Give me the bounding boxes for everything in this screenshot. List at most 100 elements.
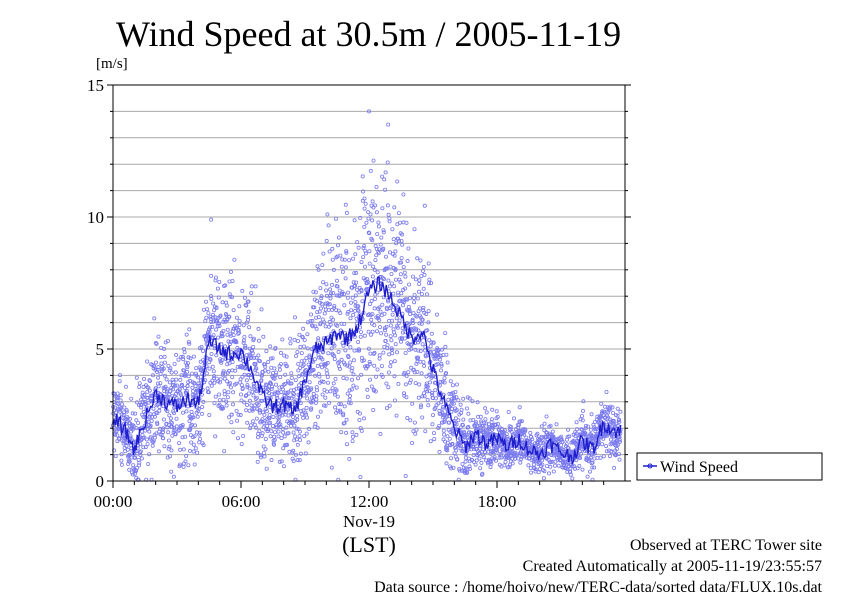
- data-point: [171, 380, 176, 385]
- data-point: [254, 416, 259, 421]
- data-point: [221, 328, 226, 333]
- data-point: [186, 339, 191, 344]
- data-point: [299, 372, 304, 377]
- data-point: [272, 430, 277, 435]
- data-point: [312, 357, 317, 362]
- data-point: [348, 345, 353, 350]
- data-point: [170, 387, 175, 392]
- data-point: [433, 388, 438, 393]
- data-point: [372, 323, 377, 328]
- data-point: [336, 349, 341, 354]
- data-point: [444, 352, 449, 357]
- data-point: [617, 438, 622, 443]
- data-point: [272, 366, 277, 371]
- data-point: [154, 369, 159, 374]
- data-point: [187, 327, 192, 332]
- data-point: [115, 391, 120, 396]
- data-point: [310, 318, 315, 323]
- data-point: [234, 408, 239, 413]
- data-point: [461, 429, 466, 434]
- data-point: [493, 422, 498, 427]
- data-point: [180, 354, 185, 359]
- data-point: [329, 282, 334, 287]
- data-point: [372, 350, 377, 355]
- data-point: [168, 416, 173, 421]
- data-point: [260, 431, 265, 436]
- data-point: [211, 315, 216, 320]
- data-point: [445, 448, 450, 453]
- data-point: [327, 249, 332, 254]
- data-point: [351, 383, 356, 388]
- data-point: [146, 461, 151, 466]
- data-point: [398, 272, 403, 277]
- data-point: [222, 392, 227, 397]
- data-point: [227, 292, 232, 297]
- data-point: [217, 279, 222, 284]
- data-point: [335, 408, 340, 413]
- data-point: [396, 381, 401, 386]
- data-point: [257, 359, 262, 364]
- data-point: [314, 326, 319, 331]
- data-point: [288, 341, 293, 346]
- data-point: [212, 380, 217, 385]
- data-point: [419, 274, 424, 279]
- data-point: [265, 427, 270, 432]
- data-point: [220, 357, 225, 362]
- data-point: [387, 250, 392, 255]
- data-point: [263, 364, 268, 369]
- data-point: [152, 414, 157, 419]
- data-point: [258, 408, 263, 413]
- data-point: [380, 374, 385, 379]
- data-point: [129, 396, 134, 401]
- data-point: [162, 444, 167, 449]
- data-point: [383, 254, 388, 259]
- data-point: [292, 423, 297, 428]
- data-point: [167, 454, 172, 459]
- data-point: [542, 428, 547, 433]
- data-point: [347, 397, 352, 402]
- data-point: [314, 388, 319, 393]
- data-point: [117, 379, 122, 384]
- data-point: [239, 398, 244, 403]
- data-point: [420, 268, 425, 273]
- data-point: [272, 376, 277, 381]
- data-point: [347, 456, 352, 461]
- data-point: [128, 434, 133, 439]
- data-point: [218, 313, 223, 318]
- data-point: [141, 445, 146, 450]
- data-point: [168, 366, 173, 371]
- data-point: [416, 355, 421, 360]
- data-point: [130, 472, 135, 477]
- data-point: [427, 380, 432, 385]
- data-point: [458, 402, 463, 407]
- data-point: [499, 455, 504, 460]
- data-point: [309, 386, 314, 391]
- data-point: [216, 295, 221, 300]
- data-point: [484, 421, 489, 426]
- data-point: [431, 431, 436, 436]
- data-point: [277, 459, 282, 464]
- data-point: [362, 243, 367, 248]
- data-point: [542, 469, 547, 474]
- data-point: [333, 216, 338, 221]
- data-point: [397, 238, 402, 243]
- data-point: [127, 467, 132, 472]
- data-point: [238, 392, 243, 397]
- data-point: [588, 469, 593, 474]
- data-point: [244, 303, 249, 308]
- data-point: [400, 242, 405, 247]
- data-point: [315, 363, 320, 368]
- data-point: [409, 342, 414, 347]
- data-point: [185, 383, 190, 388]
- data-point: [495, 421, 500, 426]
- series-line-wind-speed: [112, 276, 622, 465]
- data-point: [450, 441, 455, 446]
- data-point: [185, 361, 190, 366]
- data-point: [422, 363, 427, 368]
- data-point: [461, 396, 466, 401]
- data-point: [343, 265, 348, 270]
- data-point: [344, 430, 349, 435]
- data-point: [339, 321, 344, 326]
- data-point: [614, 447, 619, 452]
- data-point: [281, 430, 286, 435]
